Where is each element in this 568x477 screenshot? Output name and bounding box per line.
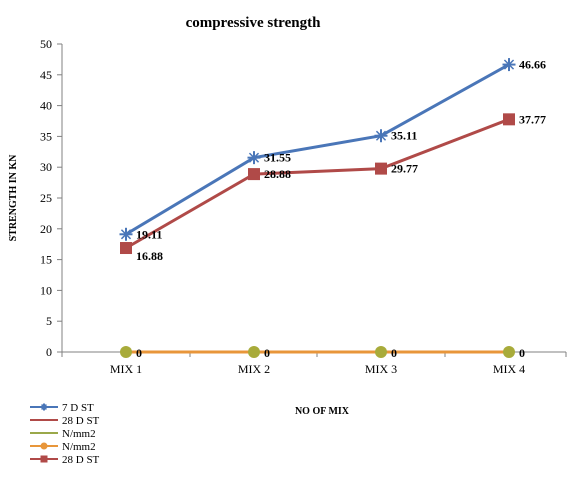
data-label: 28.88 (264, 167, 291, 181)
y-tick-label: 10 (40, 283, 52, 297)
series-point (120, 346, 132, 358)
legend-label: N/mm2 (62, 441, 96, 453)
legend-item: N/mm2 (30, 441, 96, 453)
y-tick-label: 30 (40, 160, 52, 174)
series-point (503, 346, 515, 358)
data-label: 0 (519, 346, 525, 360)
series-point (248, 346, 260, 358)
y-tick-label: 45 (40, 68, 52, 82)
legend-label: 7 D ST (62, 402, 94, 414)
legend-item: 7 D ST (30, 402, 94, 414)
series-point (248, 152, 260, 163)
data-label: 16.88 (136, 249, 163, 263)
y-tick-label: 40 (40, 99, 52, 113)
y-tick-label: 15 (40, 253, 52, 267)
data-label: 0 (264, 346, 270, 360)
data-labels: 19.11 31.55 35.11 46.66 16.88 28.88 29.77 37.77… (136, 58, 546, 360)
x-axis: MIX 1 MIX 2 MIX 3 MIX 4 (61, 352, 567, 376)
y-tick-label: 5 (46, 314, 52, 328)
legend-marker (40, 442, 48, 450)
x-tick-label: MIX 2 (238, 362, 270, 376)
y-tick-label: 50 (40, 37, 52, 51)
data-label: 29.77 (391, 162, 418, 176)
y-axis: 0 5 10 15 20 25 30 35 40 45 50 (40, 37, 62, 359)
data-label: 46.66 (519, 58, 546, 72)
data-label: 0 (391, 346, 397, 360)
legend-item: 28 D ST (30, 415, 100, 427)
y-tick-label: 20 (40, 222, 52, 236)
legend-label: 28 D ST (62, 415, 100, 427)
x-axis-label: NO OF MIX (295, 406, 350, 417)
x-tick-label: MIX 3 (365, 362, 397, 376)
legend-label: 28 D ST (62, 454, 100, 466)
data-label: 19.11 (136, 227, 162, 241)
y-tick-label: 25 (40, 191, 52, 205)
y-tick-label: 35 (40, 129, 52, 143)
series-point (375, 130, 387, 141)
chart-title: compressive strength (186, 15, 322, 31)
data-label: 31.55 (264, 151, 291, 165)
plot-area (119, 58, 516, 358)
y-tick-label: 0 (46, 345, 52, 359)
series-point (375, 162, 387, 175)
data-label: 0 (136, 346, 142, 360)
series-line (125, 117, 510, 250)
legend-marker (41, 404, 47, 410)
x-tick-label: MIX 4 (493, 362, 525, 376)
series-point (503, 59, 515, 70)
series-point (248, 168, 260, 181)
series-point (120, 242, 132, 255)
y-axis-label: STRENGTH IN KN (8, 154, 19, 241)
series-line (125, 63, 510, 236)
series-point (120, 229, 132, 240)
series-point (375, 346, 387, 358)
series-point (503, 113, 515, 126)
legend-item: 28 D ST (30, 454, 100, 466)
data-label: 37.77 (519, 112, 546, 126)
legend-marker (40, 455, 48, 463)
legend-item: N/mm2 (30, 428, 96, 440)
x-tick-label: MIX 1 (110, 362, 142, 376)
data-label: 35.11 (391, 129, 417, 143)
legend-label: N/mm2 (62, 428, 96, 440)
